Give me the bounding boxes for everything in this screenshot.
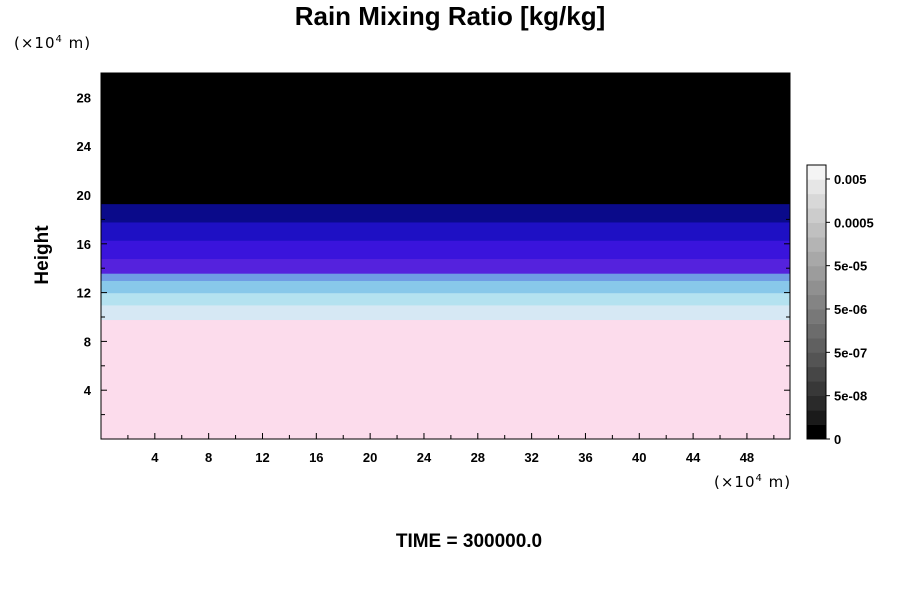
colorbar-label: 0 — [834, 432, 841, 447]
x-tick-label: 12 — [255, 450, 269, 465]
colorbar-swatch — [807, 424, 826, 440]
colorbar-swatch — [807, 338, 826, 353]
field-layer — [101, 292, 790, 306]
colorbar-label: 0.005 — [834, 172, 867, 187]
x-tick-label: 8 — [205, 450, 212, 465]
x-tick-label: 20 — [363, 450, 377, 465]
y-tick-label: 8 — [84, 334, 91, 349]
plot-frame — [100, 72, 791, 440]
y-tick-label: 4 — [84, 383, 92, 398]
x-tick-label: 36 — [578, 450, 592, 465]
colorbar-label: 5e-07 — [834, 345, 867, 360]
colorbar-swatch — [807, 309, 826, 324]
x-axis-unit: (×104 m) — [714, 473, 792, 491]
field-layer — [101, 73, 790, 205]
x-tick-label: 24 — [417, 450, 432, 465]
field-layer — [101, 319, 790, 440]
colorbar-frame — [806, 164, 827, 440]
x-tick-label: 40 — [632, 450, 646, 465]
colorbar-swatch — [807, 165, 826, 180]
colorbar-swatch — [807, 366, 826, 382]
colorbar-swatch — [807, 251, 826, 267]
colorbar-swatch — [807, 222, 826, 238]
field-layer — [101, 280, 790, 294]
colorbar-swatch — [807, 294, 826, 310]
colorbar-swatch — [807, 395, 826, 411]
colorbar-swatch — [807, 410, 826, 425]
x-tick-label: 32 — [524, 450, 538, 465]
field-layer — [101, 240, 790, 260]
colorbar-swatch — [807, 323, 826, 339]
colorbar-swatch — [807, 381, 826, 397]
x-tick-label: 4 — [151, 450, 159, 465]
colorbar-swatch — [807, 352, 826, 368]
x-tick-label: 28 — [471, 450, 485, 465]
colorbar-swatch — [807, 237, 826, 252]
y-tick-label: 16 — [77, 237, 91, 252]
colorbar-swatch — [807, 265, 826, 281]
colorbar-swatch — [807, 208, 826, 223]
y-tick-label: 12 — [77, 286, 91, 301]
field-layer — [101, 273, 790, 281]
x-tick-label: 48 — [740, 450, 754, 465]
x-tick-label: 44 — [686, 450, 701, 465]
colorbar-label: 0.0005 — [834, 215, 874, 230]
colorbar-label: 5e-08 — [834, 389, 867, 404]
y-tick-label: 28 — [77, 90, 91, 105]
chart-title: Rain Mixing Ratio [kg/kg] — [294, 1, 606, 31]
field-layer — [101, 203, 790, 223]
colorbar-swatch — [807, 193, 826, 209]
field-layer — [101, 258, 790, 274]
field-layer — [101, 304, 790, 321]
y-tick-label: 24 — [77, 139, 92, 154]
colorbar-label: 5e-06 — [834, 302, 867, 317]
colorbar-label: 5e-05 — [834, 259, 867, 274]
colorbar-swatch — [807, 280, 826, 296]
y-axis-unit: (×104 m) — [14, 34, 92, 52]
time-label: TIME = 300000.0 — [395, 531, 543, 552]
y-tick-label: 20 — [77, 188, 91, 203]
field-layer — [101, 221, 790, 241]
colorbar-swatch — [807, 179, 826, 195]
x-tick-label: 16 — [309, 450, 323, 465]
